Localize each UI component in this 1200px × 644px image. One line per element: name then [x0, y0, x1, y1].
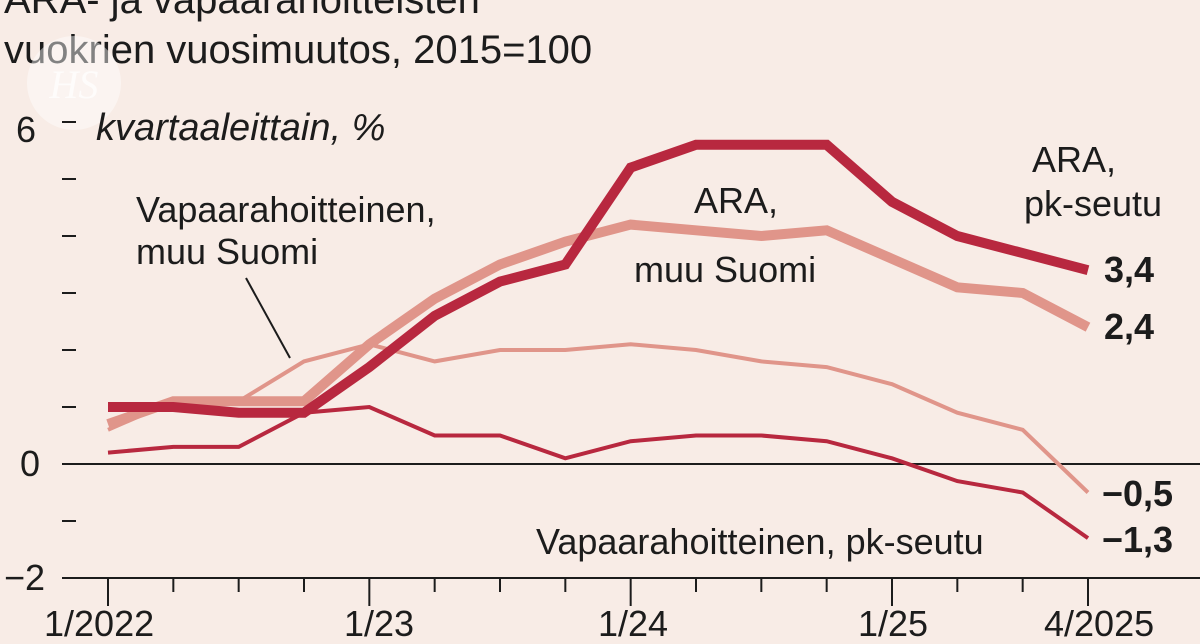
- end-label-vapaa-pk: −1,3: [1102, 519, 1174, 560]
- xtick-label-2022: 1/2022: [44, 603, 155, 644]
- y-axis-label: kvartaaleittain, %: [96, 107, 386, 149]
- end-label-ara-pk: 3,4: [1104, 249, 1155, 290]
- ytick-label-6: 6: [16, 109, 37, 150]
- xtick-label-2025: 4/2025: [1044, 603, 1155, 644]
- xtick-label-23: 1/23: [344, 603, 415, 644]
- label-ara-pk-line-2: pk-seutu: [1024, 183, 1163, 224]
- line-chart: HS: [27, 36, 1200, 606]
- chart-title-line-1: ARA- ja vapaarahoitteisten: [4, 0, 480, 22]
- end-label-ara-muu: 2,4: [1104, 306, 1155, 347]
- label-vapaa-muu-line-2: muu Suomi: [136, 231, 319, 272]
- series-line-vapaa-muu: [107, 342, 1090, 494]
- leader-line: [245, 277, 291, 359]
- chart-title-line-2: vuokrien vuosimuutos, 2015=100: [4, 28, 593, 72]
- svg-text:HS: HS: [49, 62, 99, 107]
- label-ara-muu-line-1: ARA,: [694, 180, 779, 221]
- end-label-vapaa-muu: −0,5: [1102, 473, 1174, 514]
- xtick-label-24: 1/24: [598, 603, 669, 644]
- series-line-ara-pk: [108, 139, 1090, 418]
- label-ara-pk-line-1: ARA,: [1032, 139, 1117, 180]
- hs-logo: HS: [27, 36, 121, 130]
- ytick-label-0: 0: [20, 443, 41, 484]
- label-ara-muu-line-2: muu Suomi: [634, 249, 817, 290]
- axes: [62, 121, 1200, 606]
- xtick-label-25: 1/25: [858, 603, 929, 644]
- series-line-vapaa-pk: [107, 404, 1090, 540]
- label-vapaa-muu-line-1: Vapaarahoitteinen,: [136, 189, 436, 230]
- series-line-ara-muu: [106, 219, 1091, 429]
- label-vapaa-pk: Vapaarahoitteinen, pk-seutu: [536, 521, 984, 562]
- ytick-label-minus-2: −2: [4, 557, 46, 598]
- series-lines: [106, 139, 1091, 540]
